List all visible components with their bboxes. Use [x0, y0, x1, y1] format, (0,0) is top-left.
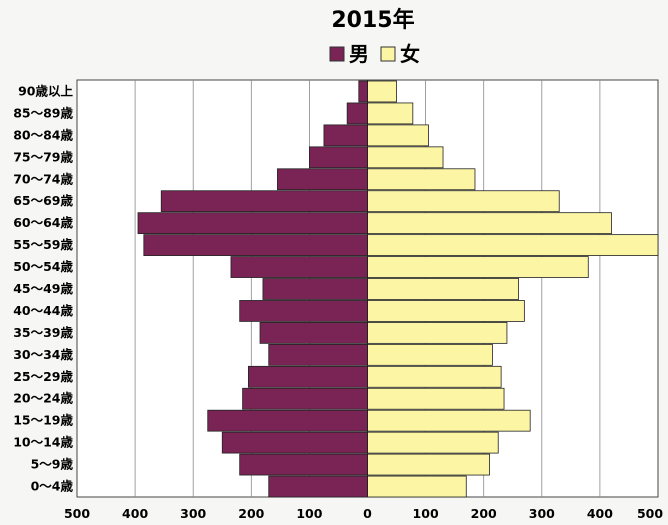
legend-label-0: 男 — [349, 42, 369, 66]
y-tick-label-18: 0〜4歳 — [31, 479, 74, 494]
bars — [137, 80, 659, 498]
x-tick-label-0: 500 — [64, 506, 90, 521]
y-tick-label-9: 45〜49歳 — [13, 281, 73, 296]
bar-male-11 — [259, 322, 368, 344]
y-tick-label-14: 20〜24歳 — [13, 391, 73, 406]
bar-male-4 — [277, 168, 368, 191]
y-tick-label-10: 40〜44歳 — [13, 303, 73, 318]
x-axis-labels: 500 400 300 200 100 0 100 200 300 400 500 — [64, 506, 663, 521]
legend-label-1: 女 — [400, 42, 420, 66]
bar-male-10 — [239, 300, 368, 322]
bar-male-18 — [268, 475, 368, 498]
bar-female-16 — [367, 431, 499, 454]
y-tick-label-2: 80〜84歳 — [13, 127, 73, 142]
y-tick-label-1: 85〜89歳 — [13, 105, 73, 120]
bar-female-3 — [367, 146, 444, 169]
legend-swatch-0 — [329, 46, 345, 62]
y-tick-label-8: 50〜54歳 — [13, 259, 73, 274]
bar-female-13 — [367, 365, 502, 388]
y-tick-label-17: 5〜9歳 — [31, 457, 74, 472]
bar-male-5 — [160, 190, 368, 213]
bar-female-8 — [367, 256, 589, 278]
y-tick-label-4: 70〜74歳 — [13, 171, 73, 186]
y-tick-label-16: 10〜14歳 — [13, 435, 73, 450]
x-tick-label-3: 200 — [238, 506, 264, 521]
bar-male-0 — [358, 80, 368, 103]
x-tick-label-8: 300 — [529, 506, 555, 521]
y-axis-labels: 90歳以上 85〜89歳 80〜84歳 75〜79歳 70〜74歳 65〜69歳 60〜64… — [13, 83, 73, 493]
bar-male-15 — [207, 409, 368, 432]
y-tick-label-11: 35〜39歳 — [13, 325, 73, 340]
bar-male-17 — [239, 453, 368, 476]
bar-male-2 — [323, 124, 368, 147]
bar-female-12 — [367, 343, 493, 366]
bar-female-9 — [367, 278, 519, 300]
bar-female-6 — [367, 212, 612, 235]
legend-swatch-1 — [380, 46, 396, 62]
bar-male-7 — [143, 234, 368, 256]
bar-male-13 — [247, 365, 368, 388]
bar-male-1 — [346, 102, 368, 125]
bar-female-11 — [367, 322, 508, 344]
bar-male-16 — [221, 431, 368, 454]
x-tick-label-10: 500 — [637, 506, 663, 521]
x-tick-label-9: 400 — [587, 506, 613, 521]
bar-male-9 — [262, 278, 368, 300]
bar-male-14 — [242, 387, 368, 410]
y-tick-label-13: 25〜29歳 — [13, 369, 73, 384]
y-tick-label-5: 65〜69歳 — [13, 193, 73, 208]
y-tick-label-15: 15〜19歳 — [13, 413, 73, 428]
chart-legend: 男女 — [329, 42, 420, 66]
x-tick-label-5: 0 — [363, 506, 372, 521]
bar-female-2 — [367, 124, 429, 147]
y-tick-label-3: 75〜79歳 — [13, 149, 73, 164]
bar-female-17 — [367, 453, 490, 476]
bar-male-12 — [268, 343, 368, 366]
chart-title: 2015年 — [331, 7, 414, 33]
bar-male-3 — [308, 146, 368, 169]
bar-male-8 — [230, 256, 368, 278]
x-tick-label-4: 100 — [296, 506, 322, 521]
bar-female-5 — [367, 190, 560, 213]
bar-female-0 — [367, 80, 397, 103]
x-tick-label-6: 100 — [413, 506, 439, 521]
bar-female-10 — [367, 300, 525, 322]
bar-female-15 — [367, 409, 531, 432]
x-tick-label-7: 200 — [471, 506, 497, 521]
x-tick-label-1: 400 — [122, 506, 148, 521]
y-tick-label-12: 30〜34歳 — [13, 347, 73, 362]
bar-male-6 — [137, 212, 368, 235]
y-tick-label-7: 55〜59歳 — [13, 237, 73, 252]
bar-female-18 — [367, 475, 467, 498]
x-tick-label-2: 300 — [180, 506, 206, 521]
bar-female-7 — [367, 234, 659, 256]
bar-female-1 — [367, 102, 414, 125]
y-tick-label-0: 90歳以上 — [18, 83, 73, 98]
bar-female-14 — [367, 387, 505, 410]
bar-female-4 — [367, 168, 476, 191]
y-tick-label-6: 60〜64歳 — [13, 215, 73, 230]
